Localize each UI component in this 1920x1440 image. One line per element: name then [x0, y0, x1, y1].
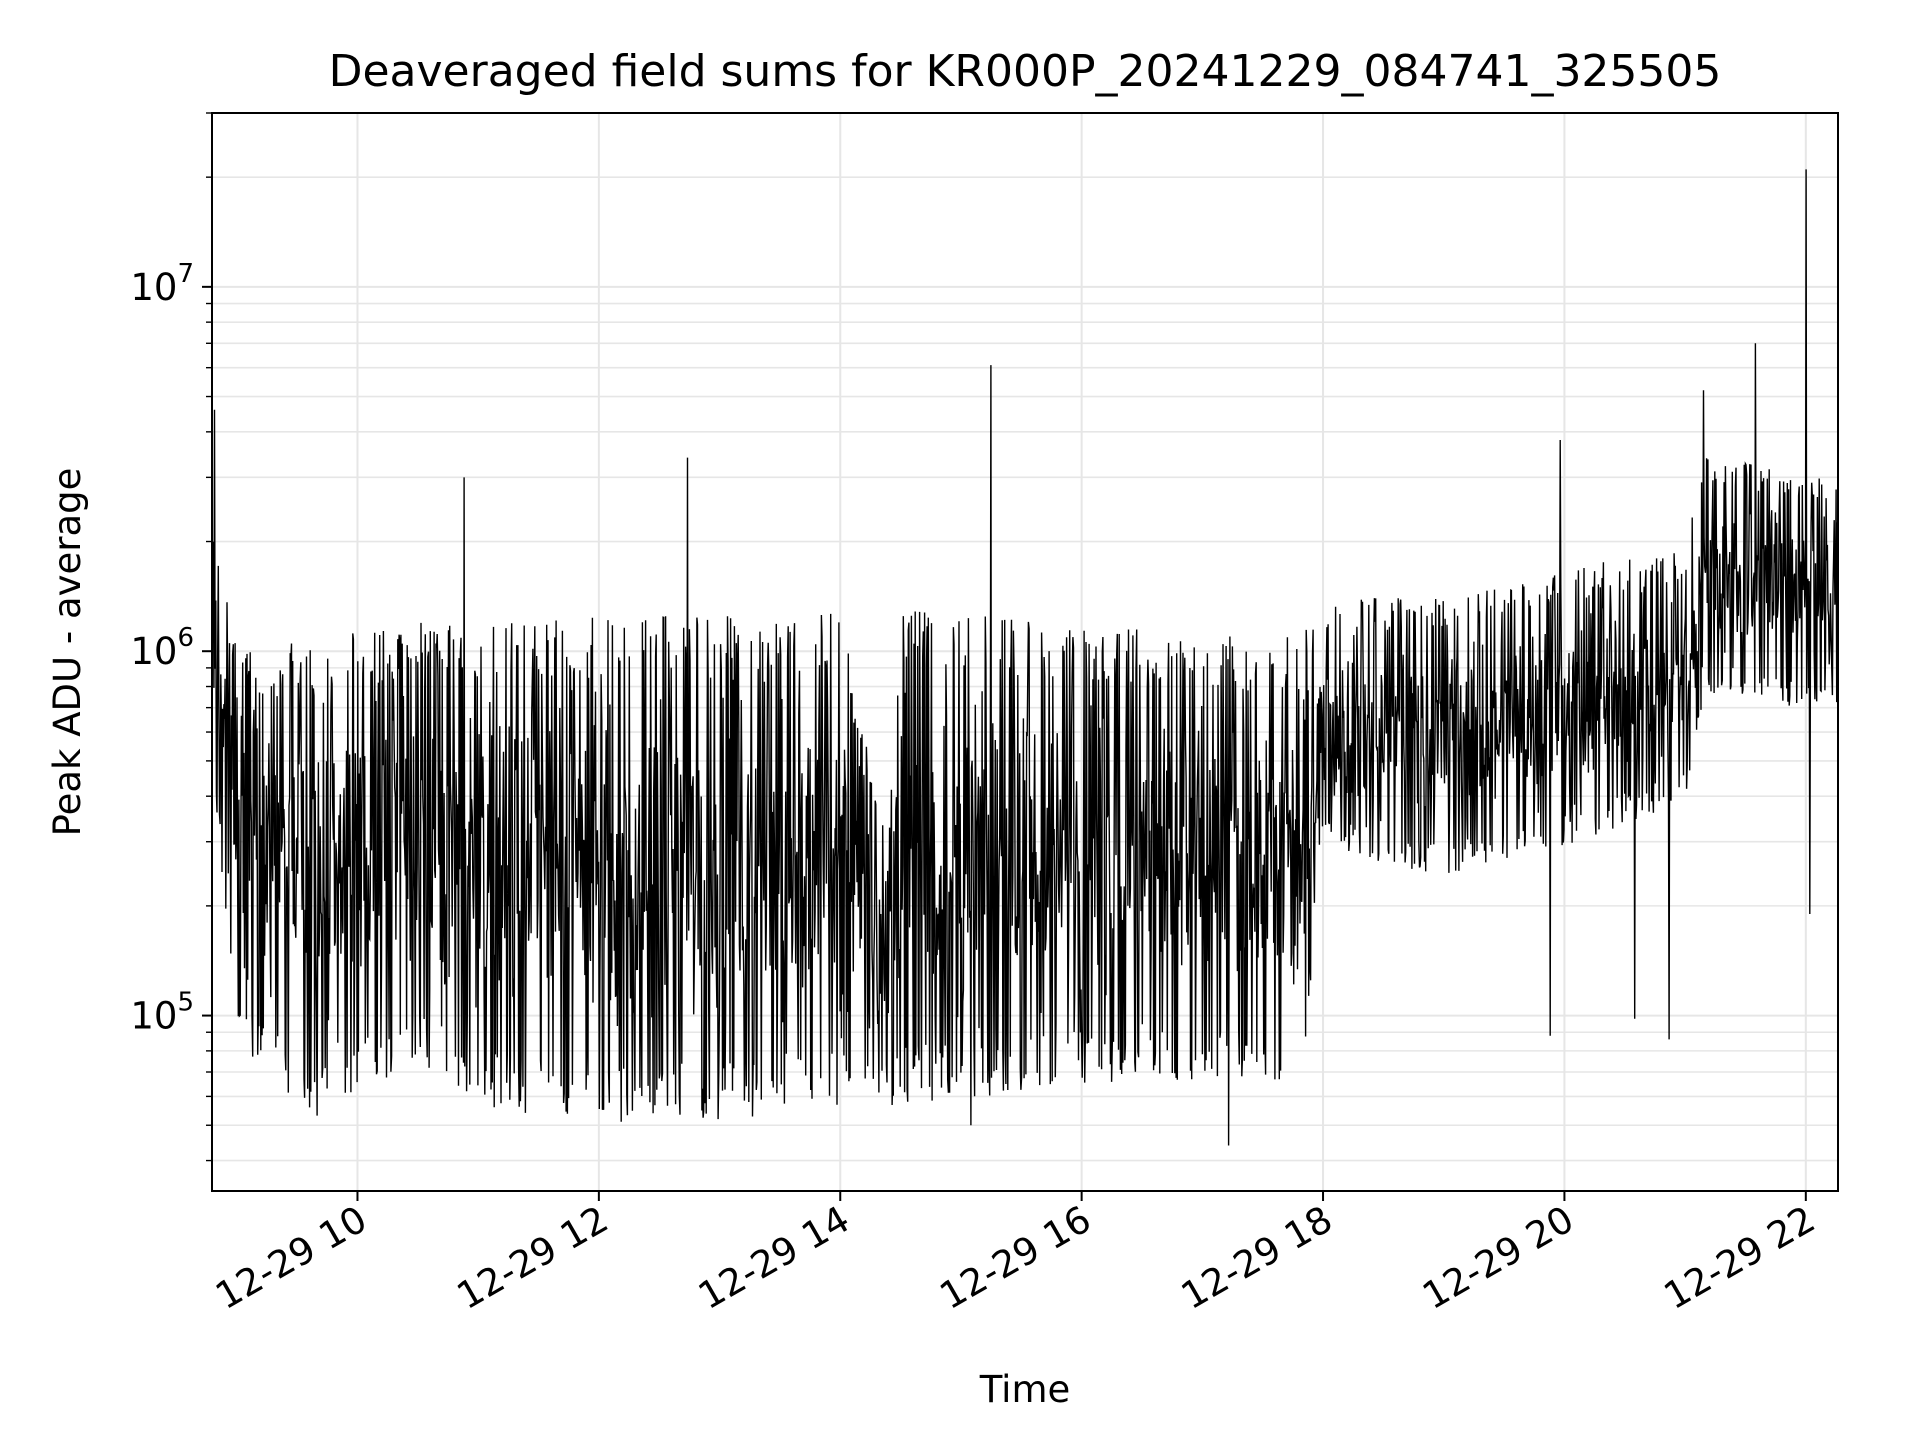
chart-title: Deaveraged field sums for KR000P_2024122…: [329, 46, 1722, 97]
y-tick-label: 107: [130, 259, 194, 309]
y-axis-label: Peak ADU - average: [46, 468, 89, 837]
y-tick-base: 10: [130, 995, 177, 1038]
y-tick-label: 105: [130, 988, 194, 1038]
y-tick-exponent: 5: [177, 988, 194, 1018]
y-tick-base: 10: [130, 266, 177, 309]
y-tick-exponent: 6: [177, 623, 194, 653]
x-axis-label: Time: [979, 1368, 1071, 1411]
series-line: [212, 169, 1838, 1146]
y-tick-label: 106: [130, 623, 194, 673]
y-tick-base: 10: [130, 630, 177, 673]
data-series: [212, 169, 1838, 1146]
y-tick-exponent: 7: [177, 259, 194, 289]
